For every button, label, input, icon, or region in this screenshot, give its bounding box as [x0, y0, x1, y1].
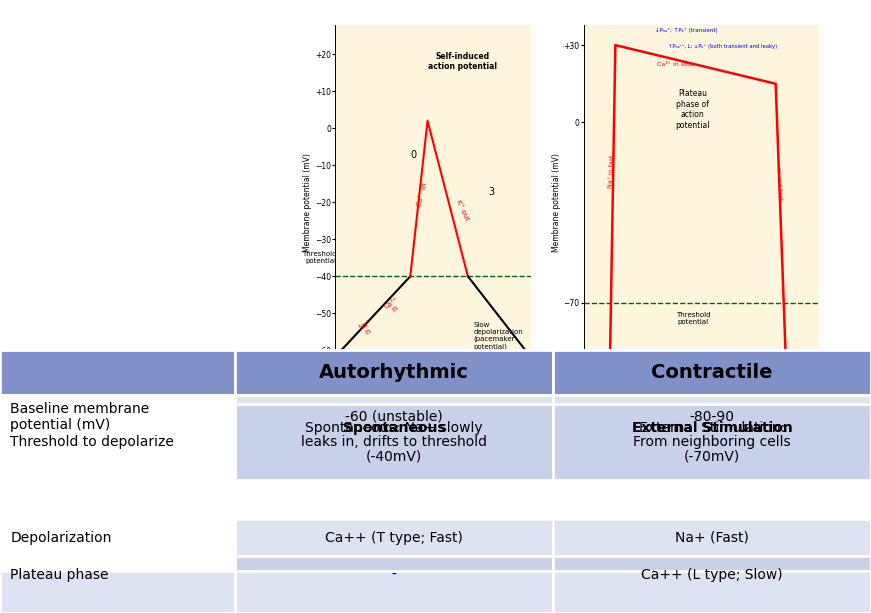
Text: 0: 0 [410, 150, 417, 160]
X-axis label: Time (msec): Time (msec) [405, 384, 462, 393]
Bar [235, 395, 553, 438]
Text: Plateau
phase of
action
potential: Plateau phase of action potential [676, 89, 710, 129]
Text: -60 (unstable): -60 (unstable) [345, 409, 443, 424]
Text: Contractile: Contractile [652, 364, 773, 383]
Text: -: - [392, 568, 396, 582]
Bar [235, 571, 553, 613]
Bar [235, 519, 553, 557]
Bar [553, 519, 871, 557]
Bar [0, 351, 235, 395]
Y-axis label: Membrane potential (mV): Membrane potential (mV) [303, 153, 313, 252]
Text: Ca++ (T type; Fast): Ca++ (T type; Fast) [325, 531, 463, 545]
Text: Threshold to depolarize: Threshold to depolarize [10, 435, 174, 449]
Text: K⁺ out: K⁺ out [455, 199, 469, 221]
Text: K⁺ out fast: K⁺ out fast [775, 167, 783, 200]
Text: leaks in, drifts to threshold: leaks in, drifts to threshold [301, 435, 487, 449]
Bar [553, 351, 871, 395]
Text: Ca²⁺ in slow: Ca²⁺ in slow [658, 62, 695, 67]
Bar [235, 351, 553, 395]
Text: 3: 3 [488, 187, 494, 197]
Bar [553, 405, 871, 481]
Text: Threshold
potential: Threshold potential [302, 251, 336, 264]
Bar [0, 571, 235, 613]
Text: Plateau phase: Plateau phase [10, 568, 109, 582]
Text: Autorhythmic: Autorhythmic [319, 364, 469, 383]
Bar [235, 557, 553, 593]
Text: Ca++ (L type; Slow): Ca++ (L type; Slow) [641, 568, 783, 582]
Text: Na+ (Fast): Na+ (Fast) [675, 531, 749, 545]
Text: ↑Pₙₐ²⁺, L; ↓Pₖ⁺ (both transient and leaky): ↑Pₙₐ²⁺, L; ↓Pₖ⁺ (both transient and leak… [668, 44, 777, 48]
Text: Na⁺
in: Na⁺ in [357, 319, 375, 337]
Text: Spontaneous: Spontaneous [343, 421, 445, 435]
Text: Self-induced
action potential: Self-induced action potential [428, 52, 496, 71]
Bar [553, 557, 871, 593]
Bar [0, 519, 235, 557]
Text: Spontaneous: Na+ slowly: Spontaneous: Na+ slowly [306, 421, 483, 435]
Bar [553, 395, 871, 438]
Text: 250: 250 [685, 363, 700, 371]
Bar [0, 405, 235, 481]
Text: Baseline membrane
potential (mV): Baseline membrane potential (mV) [10, 402, 150, 432]
Text: -80-90: -80-90 [690, 409, 734, 424]
Bar [0, 395, 235, 438]
Text: External Stimulation:: External Stimulation: [639, 421, 785, 435]
Bar [235, 405, 553, 481]
Text: Depolarization: Depolarization [10, 531, 111, 545]
Text: ↓Pₙₐ⁺; ↑Pₖ⁺ (transient): ↓Pₙₐ⁺; ↑Pₖ⁺ (transient) [655, 28, 718, 33]
Bar [0, 557, 235, 593]
Text: 4: 4 [405, 354, 411, 364]
Y-axis label: Membrane potential (mV): Membrane potential (mV) [551, 153, 561, 252]
Text: Na⁺ in fast: Na⁺ in fast [608, 154, 615, 188]
Text: Ca²⁺ in: Ca²⁺ in [415, 182, 428, 207]
Text: Slow
depolarization
(pacemaker
potential): Slow depolarization (pacemaker potential… [474, 322, 523, 349]
Text: (-70mV): (-70mV) [684, 449, 740, 463]
Bar [553, 571, 871, 613]
Text: Ca²⁺
in: Ca²⁺ in [383, 297, 403, 316]
Text: Threshold
potential: Threshold potential [676, 312, 710, 325]
Text: From neighboring cells: From neighboring cells [633, 435, 791, 449]
Text: External Stimulation: External Stimulation [631, 421, 793, 435]
X-axis label: Time (msec): Time (msec) [673, 384, 729, 393]
Text: (-40mV): (-40mV) [366, 449, 422, 463]
